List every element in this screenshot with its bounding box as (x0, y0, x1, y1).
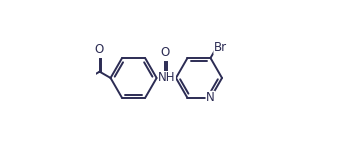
Text: NH: NH (158, 71, 175, 84)
Text: O: O (160, 46, 170, 59)
Text: N: N (206, 91, 215, 104)
Text: O: O (94, 43, 103, 56)
Text: Br: Br (214, 41, 227, 54)
